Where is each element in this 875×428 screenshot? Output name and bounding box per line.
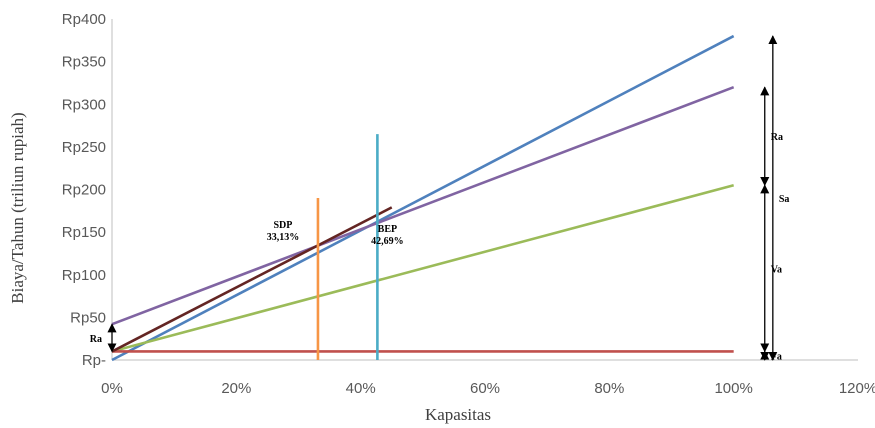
sdp-label: 33,13% bbox=[267, 232, 300, 243]
x-tick-label: 0% bbox=[101, 380, 123, 397]
sa-label: Sa bbox=[779, 194, 790, 205]
y-tick-label: Rp150 bbox=[62, 224, 106, 241]
x-axis-title: Kapasitas bbox=[425, 405, 491, 424]
x-tick-label: 100% bbox=[714, 380, 752, 397]
y-tick-label: Rp200 bbox=[62, 182, 106, 199]
y-tick-label: Rp350 bbox=[62, 54, 106, 71]
y-tick-label: Rp250 bbox=[62, 139, 106, 156]
bep-label: 42,69% bbox=[371, 236, 404, 247]
ra-left-label: Ra bbox=[90, 334, 102, 345]
series-line-2 bbox=[111, 183, 735, 353]
y-tick-label: Rp100 bbox=[62, 267, 106, 284]
bep-label: BEP bbox=[378, 224, 397, 235]
y-tick-label: Rp50 bbox=[70, 309, 106, 326]
x-tick-label: 120% bbox=[839, 380, 875, 397]
y-axis-title: Biaya/Tahun (triliun rupiah) bbox=[8, 112, 27, 303]
series-line-0 bbox=[111, 34, 735, 362]
x-tick-label: 40% bbox=[346, 380, 376, 397]
sdp-label: SDP bbox=[274, 220, 293, 231]
y-tick-label: Rp300 bbox=[62, 96, 106, 113]
x-tick-label: 80% bbox=[594, 380, 624, 397]
series-line-4 bbox=[111, 206, 393, 353]
y-tick-label: Rp400 bbox=[62, 11, 106, 28]
x-tick-label: 60% bbox=[470, 380, 500, 397]
series-line-1 bbox=[111, 85, 735, 326]
y-tick-label: Rp- bbox=[82, 352, 106, 369]
x-tick-label: 20% bbox=[221, 380, 251, 397]
